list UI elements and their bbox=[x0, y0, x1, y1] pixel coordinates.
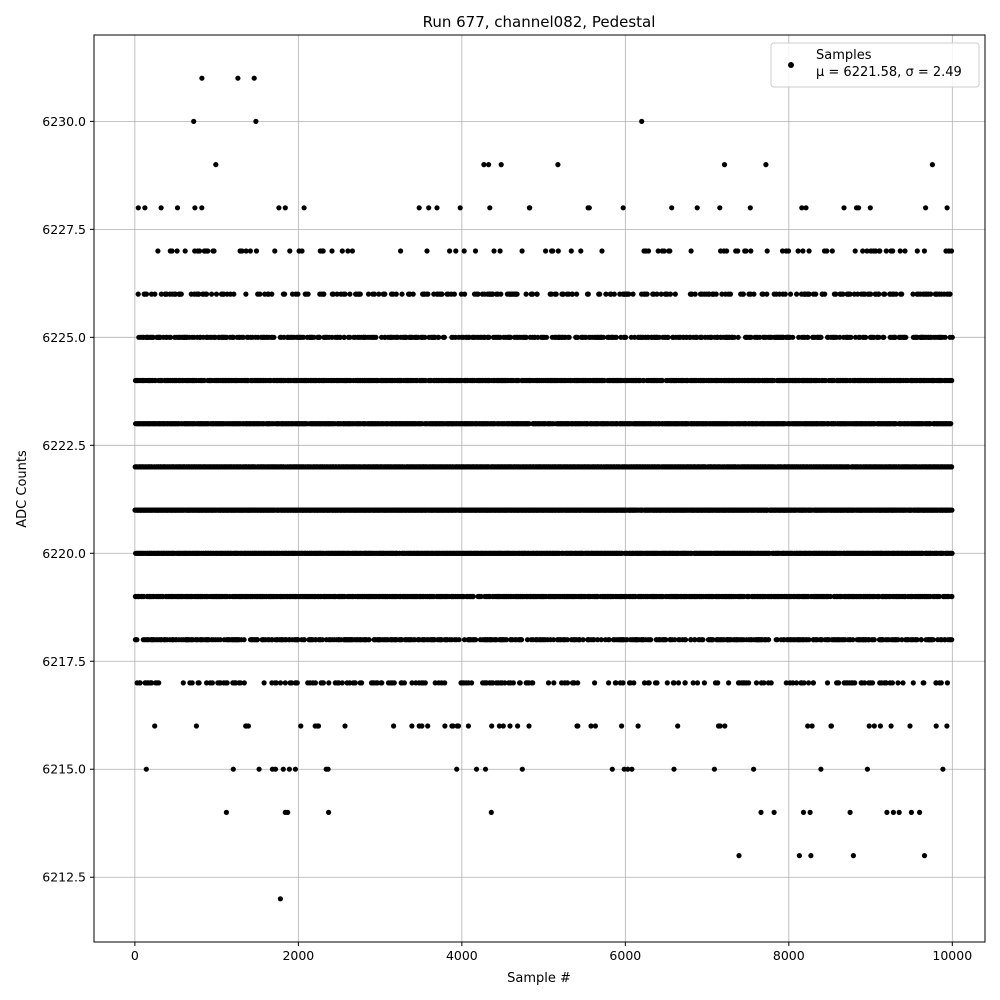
data-point bbox=[949, 464, 955, 470]
data-point bbox=[948, 421, 954, 427]
data-point bbox=[470, 593, 476, 600]
chart-title: Run 677, channel082, Pedestal bbox=[423, 13, 656, 31]
data-point bbox=[949, 550, 955, 556]
data-point bbox=[949, 507, 955, 513]
data-points bbox=[132, 75, 955, 902]
data-point bbox=[949, 593, 955, 600]
